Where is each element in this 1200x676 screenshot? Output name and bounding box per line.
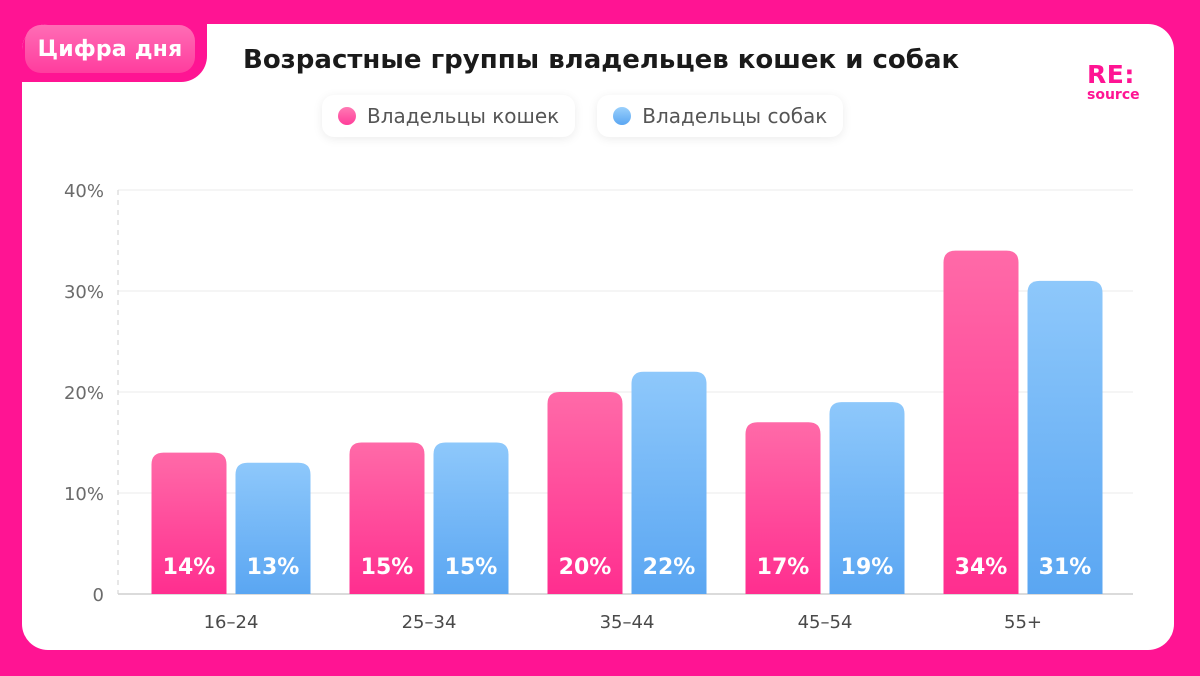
y-tick-label: 10% [64, 484, 104, 505]
bar-value-label: 22% [643, 555, 696, 580]
x-tick-label: 55+ [1004, 612, 1042, 633]
x-tick-label: 45–54 [798, 612, 853, 633]
bar-value-label: 20% [559, 555, 612, 580]
bar-value-label: 34% [955, 555, 1008, 580]
bar-value-label: 15% [361, 555, 414, 580]
bar-value-label: 15% [445, 555, 498, 580]
bar-cat [349, 442, 425, 594]
x-tick-label: 35–44 [600, 612, 655, 633]
bar-cat [151, 452, 227, 594]
bar-cat [943, 250, 1019, 594]
bar-dog [433, 442, 509, 594]
x-tick-label: 25–34 [402, 612, 457, 633]
resource-logo: RE: source [1087, 62, 1140, 102]
y-tick-label: 0 [93, 585, 104, 606]
bar-value-label: 14% [163, 555, 216, 580]
day-figure-tag: Цифра дня [25, 25, 195, 73]
bar-cat [547, 392, 623, 594]
legend-label-dogs: Владельцы собак [642, 104, 828, 128]
bars-layer [151, 250, 1103, 594]
y-tick-label: 30% [64, 282, 104, 303]
y-tick-label: 40% [64, 181, 104, 202]
legend-label-cats: Владельцы кошек [367, 104, 560, 128]
bar-dog [235, 462, 311, 594]
logo-sub-text: source [1087, 87, 1140, 103]
chart-title: Возрастные группы владельцев кошек и соб… [243, 45, 960, 75]
bar-value-label: 13% [247, 555, 300, 580]
bar-dog [829, 402, 905, 594]
bar-dog [631, 371, 707, 594]
legend-item-dogs: Владельцы собак [597, 95, 844, 137]
bar-value-label: 31% [1039, 555, 1092, 580]
bar-value-label: 17% [757, 555, 810, 580]
legend-dot-cats [338, 107, 356, 125]
bar-value-label: 19% [841, 555, 894, 580]
y-tick-label: 20% [64, 383, 104, 404]
labels-layer: 0 10% 20% 30% 40% 14% 13% 16–24 15% 15% 25–34 20% 22… [64, 181, 1091, 633]
chart-legend: Владельцы кошек Владельцы собак [322, 95, 844, 137]
x-tick-label: 16–24 [204, 612, 259, 633]
logo-main-text: RE: [1087, 60, 1135, 89]
bar-cat [745, 422, 821, 594]
legend-item-cats: Владельцы кошек [322, 95, 576, 137]
legend-dot-dogs [613, 107, 632, 125]
bar-dog [1027, 280, 1103, 594]
